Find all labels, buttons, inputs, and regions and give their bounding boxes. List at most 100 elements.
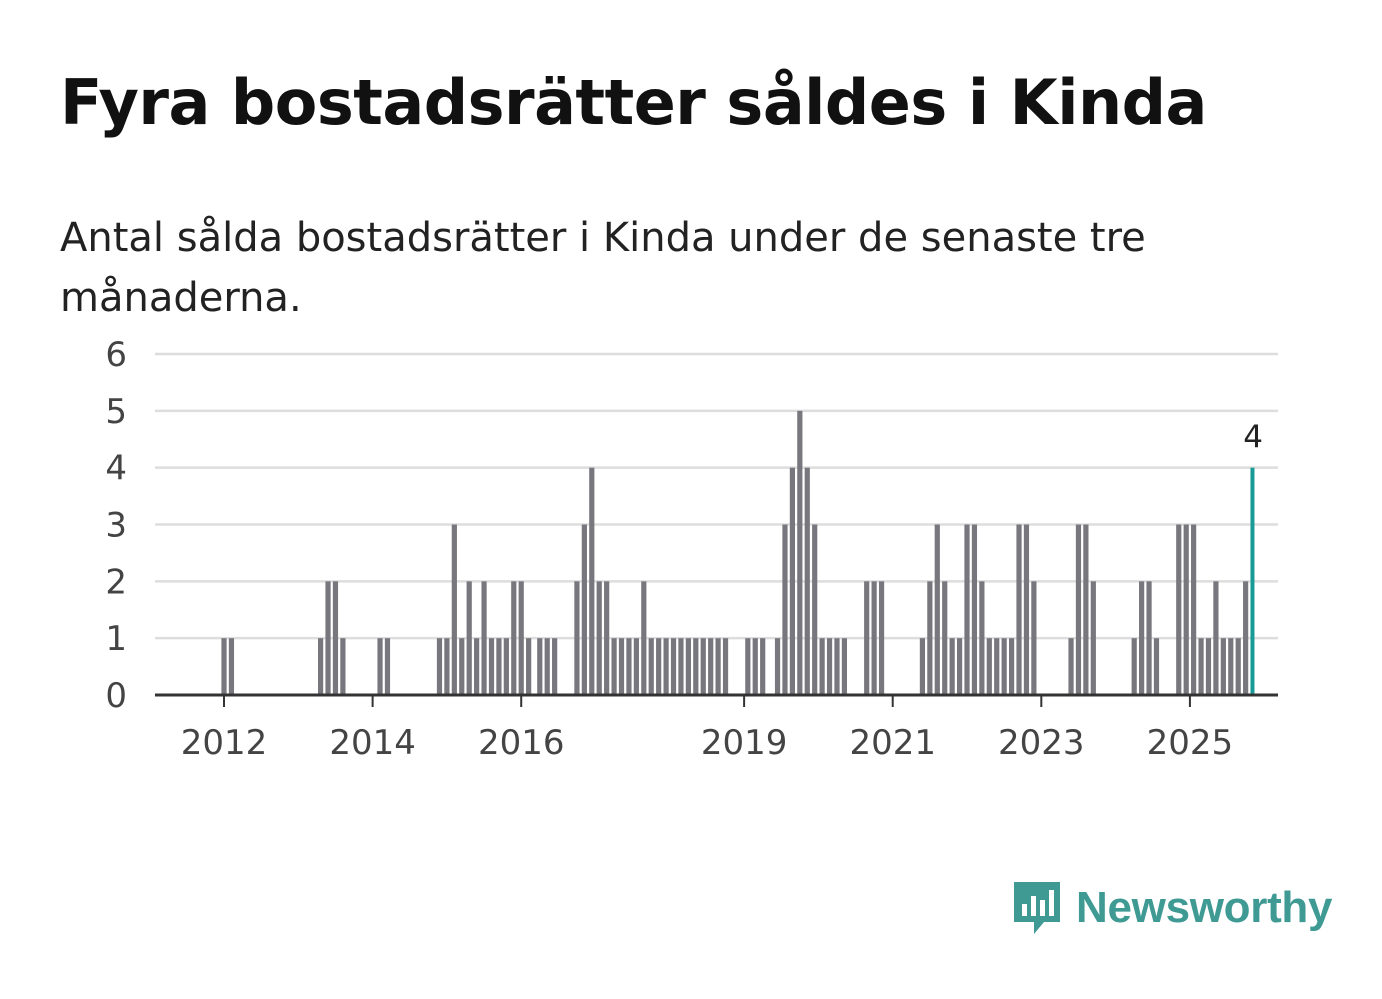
bar [474, 638, 480, 695]
bar [1220, 638, 1226, 695]
bar [459, 638, 465, 695]
bar [700, 638, 706, 695]
bar [994, 638, 1000, 695]
bar [648, 638, 654, 695]
newsworthy-logo[interactable]: Newsworthy [1010, 878, 1332, 938]
gridlines [155, 352, 1278, 640]
bar [1083, 524, 1089, 695]
bar [678, 638, 684, 695]
bar [942, 581, 948, 695]
bar-chart: 0 1 2 3 4 5 6 2012 2014 2016 2019 2021 2023 2025 4 [105, 335, 1278, 763]
bar [221, 638, 227, 695]
bar [526, 638, 532, 695]
bar [1191, 524, 1197, 695]
bar [1090, 581, 1096, 695]
bar [1153, 638, 1160, 695]
x-tick-label: 2016 [478, 723, 565, 763]
bar [1228, 638, 1234, 695]
bar [834, 638, 840, 695]
bar [496, 638, 502, 695]
bar [693, 638, 699, 695]
y-axis-ticks: 0 1 2 3 4 5 6 [105, 335, 127, 716]
bar [228, 638, 235, 695]
bar [1023, 524, 1030, 695]
bar [956, 638, 963, 695]
bar [436, 638, 443, 695]
bar [812, 524, 818, 695]
x-tick-label: 2012 [181, 723, 268, 763]
bar [1235, 638, 1241, 695]
bar [871, 581, 877, 695]
bar [444, 638, 450, 695]
bar [1198, 638, 1204, 695]
brand-name: Newsworthy [1076, 883, 1333, 932]
bar [979, 581, 985, 695]
bar [626, 638, 632, 695]
bar [878, 581, 885, 695]
bar [708, 638, 714, 695]
bar [552, 638, 558, 695]
bar [488, 638, 495, 695]
bar [782, 524, 788, 695]
bar [826, 638, 833, 695]
highlight-data-label: 4 [1243, 420, 1263, 456]
bar [663, 638, 669, 695]
y-tick-label: 3 [105, 506, 127, 546]
y-tick-label: 6 [105, 335, 127, 375]
data-labels: 4 [1243, 420, 1263, 456]
bar [986, 638, 992, 695]
y-tick-label: 5 [105, 392, 127, 432]
bar [1075, 524, 1082, 695]
bar [1001, 638, 1007, 695]
bar [633, 638, 639, 695]
bar [544, 638, 550, 695]
bar [934, 524, 940, 695]
newsworthy-logo-icon [1014, 882, 1060, 934]
bar [503, 638, 509, 695]
bar [760, 638, 766, 695]
bar [964, 524, 970, 695]
chart-subtitle: Antal sålda bostadsrätter i Kinda under … [60, 215, 1146, 321]
bar [466, 581, 472, 695]
bar [1016, 524, 1022, 695]
bar [774, 638, 781, 695]
bar [971, 524, 978, 695]
bar [1008, 638, 1015, 695]
bar [1146, 581, 1152, 695]
bar-highlight [1250, 467, 1255, 695]
bar [745, 638, 751, 695]
bar [641, 581, 647, 695]
x-tick-label: 2021 [849, 723, 936, 763]
bar [1213, 581, 1219, 695]
x-tick-label: 2023 [998, 723, 1085, 763]
bar [685, 638, 691, 695]
bar [670, 638, 677, 695]
bars [221, 410, 1255, 695]
bar [715, 638, 721, 695]
bar [1068, 638, 1074, 695]
bar [574, 581, 580, 695]
bar [864, 581, 870, 695]
y-tick-label: 2 [105, 562, 127, 602]
bar [949, 638, 955, 695]
bar [804, 467, 810, 695]
x-tick-label: 2014 [329, 723, 416, 763]
y-tick-label: 4 [105, 449, 127, 489]
bar [511, 581, 517, 695]
x-tick-label: 2019 [701, 723, 788, 763]
bar [1131, 638, 1137, 695]
bar [596, 581, 602, 695]
bar [581, 524, 587, 695]
bar [1205, 638, 1212, 695]
bar [518, 581, 524, 695]
bar [927, 581, 933, 695]
bar [377, 638, 383, 695]
bar [332, 581, 339, 695]
chart-title: Fyra bostadsrätter såldes i Kinda [60, 66, 1207, 139]
bar [722, 638, 729, 695]
bar [451, 524, 457, 695]
bar [589, 467, 595, 695]
bar [611, 638, 617, 695]
bar [618, 638, 625, 695]
bar [752, 638, 758, 695]
